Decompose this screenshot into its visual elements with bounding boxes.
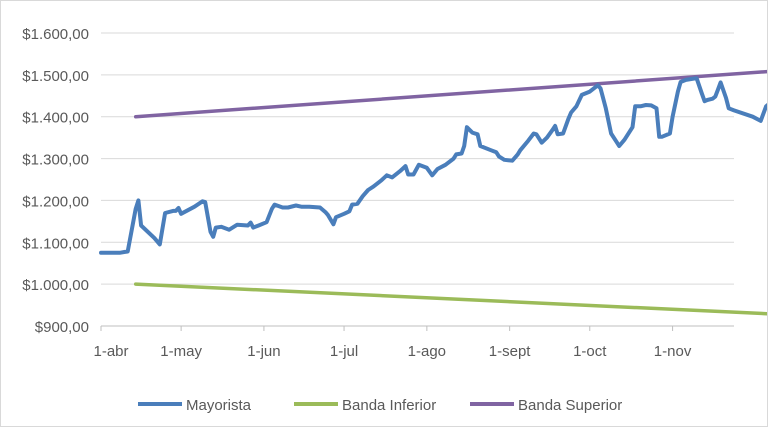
x-tick-label: 1-sept <box>489 343 532 360</box>
gridlines <box>101 32 734 285</box>
x-tick-label: 1-oct <box>573 343 607 360</box>
legend-label: Banda Superior <box>518 397 622 414</box>
legend-label: Banda Inferior <box>342 397 436 414</box>
legend: Mayorista Banda Inferior Banda Superior <box>138 397 622 414</box>
y-tick-label: $1.400,00 <box>22 110 89 127</box>
y-axis-ticks: $900,00 $1.000,00 $1.100,00 $1.200,00 $1.300… <box>22 26 89 336</box>
series-line-banda-inferior <box>133 282 768 316</box>
x-tick-label: 1-ago <box>408 343 446 360</box>
y-tick-label: $1.200,00 <box>22 193 89 210</box>
legend-label: Mayorista <box>186 397 252 414</box>
x-tick-label: 1-abr <box>93 343 128 360</box>
x-tick-label: 1-jun <box>247 343 280 360</box>
y-tick-label: $1.100,00 <box>22 235 89 252</box>
y-tick-label: $1.300,00 <box>22 152 89 169</box>
series-lines <box>99 69 768 316</box>
x-axis-ticks: 1-abr 1-may 1-jun 1-jul 1-ago 1-sept 1-oct 1-no… <box>93 326 692 360</box>
series-line-mayorista <box>99 76 768 255</box>
y-tick-label: $1.600,00 <box>22 26 89 43</box>
x-tick-label: 1-jul <box>330 343 358 360</box>
x-tick-label: 1-may <box>160 343 202 360</box>
series-line-banda-superior <box>133 69 768 119</box>
y-tick-label: $900,00 <box>35 319 89 336</box>
y-tick-label: $1.500,00 <box>22 68 89 85</box>
x-tick-label: 1-nov <box>654 343 692 360</box>
y-tick-label: $1.000,00 <box>22 277 89 294</box>
